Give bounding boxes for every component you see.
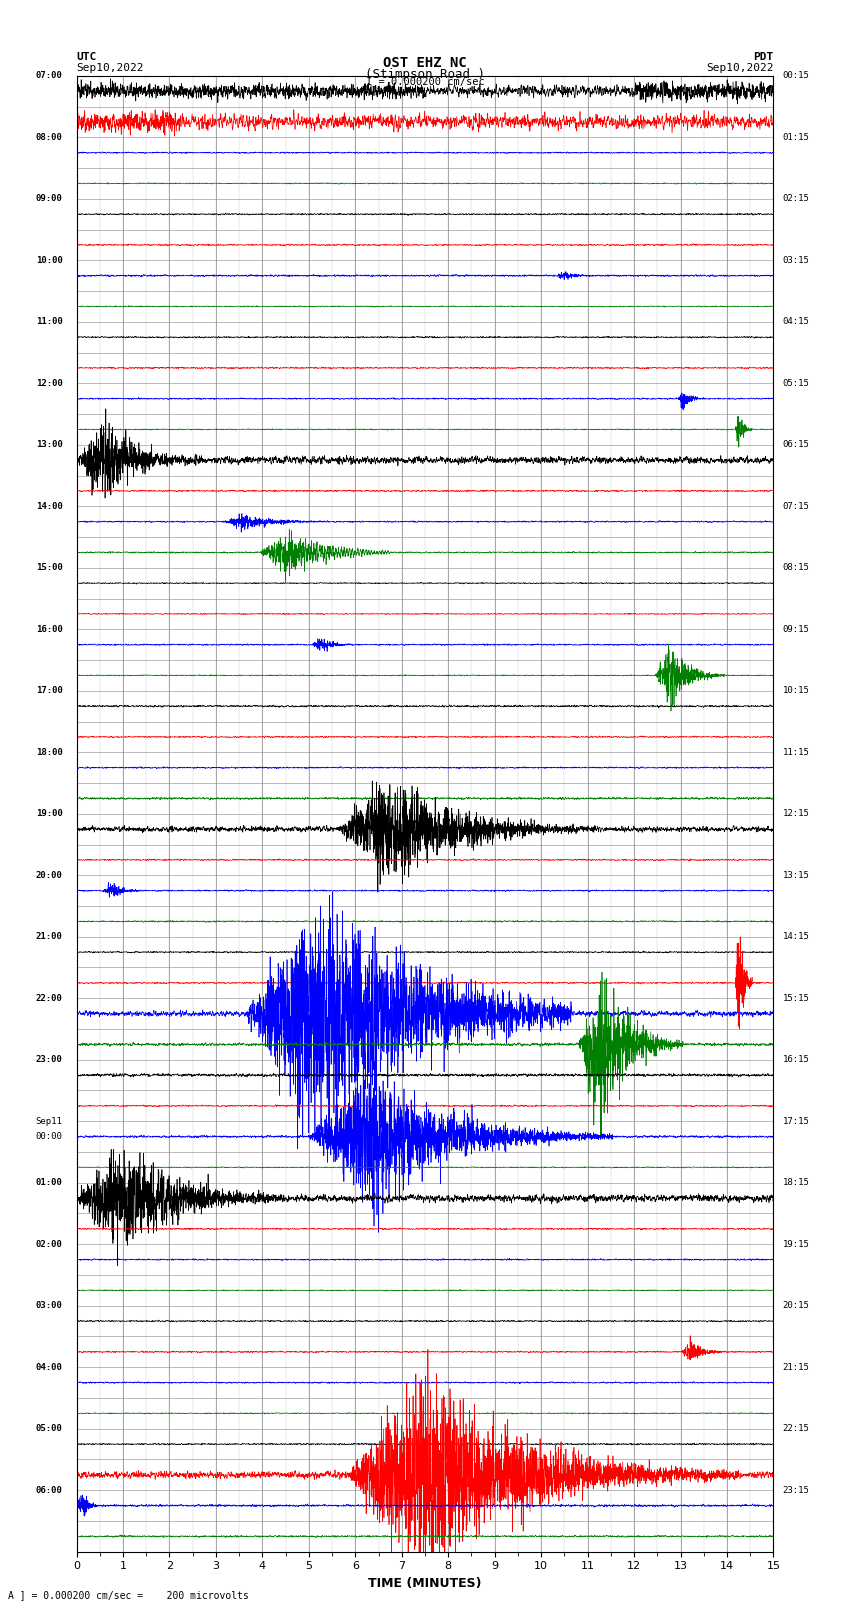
Text: 17:15: 17:15 <box>783 1116 810 1126</box>
Text: I = 0.000200 cm/sec: I = 0.000200 cm/sec <box>366 77 484 87</box>
Text: 13:15: 13:15 <box>783 871 810 879</box>
Text: 04:15: 04:15 <box>783 318 810 326</box>
Text: 05:00: 05:00 <box>36 1424 63 1434</box>
Text: 00:15: 00:15 <box>783 71 810 81</box>
Text: 22:00: 22:00 <box>36 994 63 1003</box>
Text: 09:00: 09:00 <box>36 194 63 203</box>
Text: 07:00: 07:00 <box>36 71 63 81</box>
Text: 00:00: 00:00 <box>36 1132 63 1140</box>
Text: 22:15: 22:15 <box>783 1424 810 1434</box>
Text: 07:15: 07:15 <box>783 502 810 511</box>
Text: 03:00: 03:00 <box>36 1302 63 1310</box>
Text: 14:00: 14:00 <box>36 502 63 511</box>
Text: 16:15: 16:15 <box>783 1055 810 1065</box>
Text: 21:15: 21:15 <box>783 1363 810 1371</box>
X-axis label: TIME (MINUTES): TIME (MINUTES) <box>368 1578 482 1590</box>
Text: 10:15: 10:15 <box>783 686 810 695</box>
Text: 18:00: 18:00 <box>36 748 63 756</box>
Text: 21:00: 21:00 <box>36 932 63 942</box>
Text: (Stimpson Road ): (Stimpson Road ) <box>365 68 485 81</box>
Text: 04:00: 04:00 <box>36 1363 63 1371</box>
Text: 06:00: 06:00 <box>36 1486 63 1495</box>
Text: 23:15: 23:15 <box>783 1486 810 1495</box>
Text: 15:00: 15:00 <box>36 563 63 573</box>
Text: 17:00: 17:00 <box>36 686 63 695</box>
Text: PDT: PDT <box>753 52 774 61</box>
Text: 06:15: 06:15 <box>783 440 810 450</box>
Text: 18:15: 18:15 <box>783 1177 810 1187</box>
Text: 01:15: 01:15 <box>783 132 810 142</box>
Text: OST EHZ NC: OST EHZ NC <box>383 56 467 71</box>
Text: 12:00: 12:00 <box>36 379 63 387</box>
Text: 20:00: 20:00 <box>36 871 63 879</box>
Text: 11:00: 11:00 <box>36 318 63 326</box>
Text: Sep10,2022: Sep10,2022 <box>76 63 144 73</box>
Text: 20:15: 20:15 <box>783 1302 810 1310</box>
Text: 13:00: 13:00 <box>36 440 63 450</box>
Text: 14:15: 14:15 <box>783 932 810 942</box>
Text: 19:15: 19:15 <box>783 1240 810 1248</box>
Text: UTC: UTC <box>76 52 97 61</box>
Text: A ] = 0.000200 cm/sec =    200 microvolts: A ] = 0.000200 cm/sec = 200 microvolts <box>8 1590 249 1600</box>
Text: 11:15: 11:15 <box>783 748 810 756</box>
Text: 01:00: 01:00 <box>36 1177 63 1187</box>
Text: 08:15: 08:15 <box>783 563 810 573</box>
Text: Sep11: Sep11 <box>36 1116 63 1126</box>
Text: 10:00: 10:00 <box>36 256 63 265</box>
Text: 19:00: 19:00 <box>36 810 63 818</box>
Text: Sep10,2022: Sep10,2022 <box>706 63 774 73</box>
Text: 02:15: 02:15 <box>783 194 810 203</box>
Text: 02:00: 02:00 <box>36 1240 63 1248</box>
Text: 23:00: 23:00 <box>36 1055 63 1065</box>
Text: 05:15: 05:15 <box>783 379 810 387</box>
Text: 12:15: 12:15 <box>783 810 810 818</box>
Text: 08:00: 08:00 <box>36 132 63 142</box>
Text: 16:00: 16:00 <box>36 624 63 634</box>
Text: 03:15: 03:15 <box>783 256 810 265</box>
Text: 15:15: 15:15 <box>783 994 810 1003</box>
Text: 09:15: 09:15 <box>783 624 810 634</box>
